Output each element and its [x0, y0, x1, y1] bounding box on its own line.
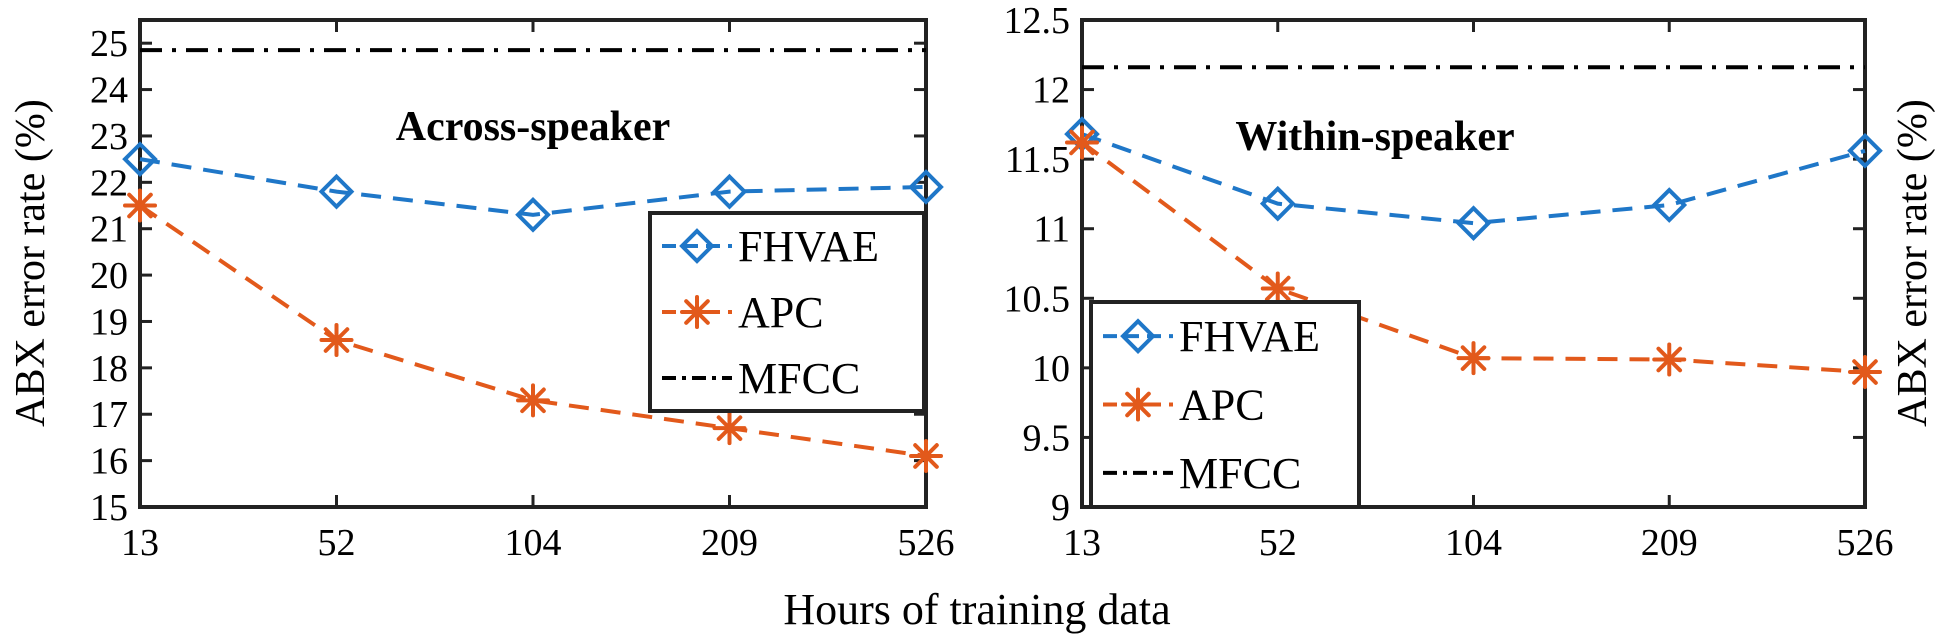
x-tick-label: 104: [505, 522, 562, 564]
x-tick-label: 13: [1063, 522, 1101, 564]
x-tick-label: 13: [121, 522, 159, 564]
legend: FHVAE APC MFCC: [1089, 300, 1361, 509]
data-point-fhvae: [908, 169, 944, 205]
data-point-apc-stroke-d2: [520, 387, 546, 414]
y-tick-label: 18: [90, 348, 128, 390]
y-tick-label: 19: [90, 301, 128, 343]
x-tick-label: 52: [1259, 522, 1297, 564]
data-point-apc-stroke-d2: [127, 192, 153, 219]
legend-label-mfcc: MFCC: [1179, 449, 1301, 498]
legend-marker-apc: [680, 295, 714, 329]
legend-marker-apc-stroke-d2: [1125, 391, 1151, 418]
y-tick-label: 11: [1033, 209, 1070, 251]
legend: FHVAE APC MFCC: [648, 211, 926, 413]
data-point-fhvae: [1847, 132, 1883, 169]
within-speaker-panel: 9 9.5 10 10.5 11 11.5 12 12.5 13 52 104 209 526 ABX e…: [1004, 0, 1937, 564]
data-point-fhvae: [1455, 205, 1492, 241]
data-point-apc: [712, 411, 747, 446]
y-tick-label: 17: [90, 394, 128, 436]
y-tick-label: 24: [90, 70, 128, 112]
data-point-apc: [1065, 125, 1099, 160]
x-tick-label: 104: [1445, 522, 1502, 564]
legend-marker-fhvae: [679, 228, 715, 264]
y-tick-label: 10: [1032, 348, 1070, 390]
y-tick-label: 12.5: [1004, 0, 1071, 42]
y-tick-label: 22: [90, 162, 128, 204]
legend-label-apc: APC: [1179, 381, 1265, 430]
legend-marker-fhvae: [1120, 318, 1156, 354]
x-tick-label: 526: [1837, 522, 1894, 564]
legend-label-fhvae: FHVAE: [738, 222, 879, 271]
data-point-apc: [123, 188, 157, 223]
panel-title: Within-speaker: [1235, 114, 1514, 160]
data-point-apc: [1848, 355, 1882, 390]
data-point-apc-stroke-d2: [1460, 345, 1487, 371]
x-tick-label: 209: [1641, 522, 1698, 564]
y-tick-label: 10.5: [1004, 278, 1071, 320]
legend-label-mfcc: MFCC: [738, 354, 860, 403]
y-tick-label: 12: [1032, 70, 1070, 112]
data-point-apc: [1652, 342, 1687, 377]
y-tick-label: 16: [90, 441, 128, 483]
data-point-apc-stroke-d2: [323, 327, 350, 353]
data-point-fhvae: [711, 173, 748, 210]
x-tick-label: 526: [898, 522, 955, 564]
data-point-fhvae: [1651, 187, 1688, 223]
y-tick-label: 23: [90, 116, 128, 158]
y-tick-label: 21: [90, 209, 128, 251]
legend-label-apc: APC: [738, 288, 824, 337]
y-tick-label: 20: [90, 255, 128, 297]
series-line-fhvae: [139, 157, 927, 217]
data-point-fhvae: [318, 173, 355, 210]
data-point-apc-stroke-d2: [1264, 275, 1291, 302]
x-tick-label: 52: [318, 522, 356, 564]
x-tick-label: 209: [701, 522, 758, 564]
y-axis-label: ABX error rate (%): [1890, 99, 1936, 427]
data-point-apc-stroke-d2: [1852, 359, 1878, 385]
y-axis-label: ABX error rate (%): [8, 99, 54, 427]
data-point-apc: [319, 323, 354, 358]
data-point-apc: [1260, 271, 1295, 306]
legend-marker-apc-stroke-d2: [684, 299, 710, 325]
data-point-apc: [516, 383, 550, 418]
y-tick-label: 9: [1051, 487, 1070, 529]
y-tick-label: 9.5: [1023, 417, 1071, 459]
shared-x-axis-label: Hours of training data: [783, 585, 1170, 634]
data-point-apc-stroke-d2: [913, 443, 939, 469]
legend-label-fhvae: FHVAE: [1179, 312, 1320, 361]
data-point-apc-stroke-d2: [1656, 346, 1683, 373]
data-point-fhvae: [515, 196, 551, 233]
data-point-fhvae: [1259, 185, 1296, 222]
panel-title: Across-speaker: [396, 104, 671, 150]
y-tick-label: 11.5: [1005, 139, 1070, 181]
y-tick-label: 25: [90, 23, 128, 65]
data-point-apc: [1456, 341, 1491, 376]
legend-marker-apc: [1121, 387, 1155, 422]
data-point-apc-stroke-d2: [716, 415, 743, 441]
data-point-apc: [909, 438, 943, 473]
series-line-fhvae: [1081, 132, 1866, 226]
y-tick-label: 15: [90, 487, 128, 529]
series-line-apc: [138, 203, 927, 458]
data-point-apc-stroke-d2: [1069, 129, 1095, 156]
data-point-fhvae: [122, 141, 158, 177]
